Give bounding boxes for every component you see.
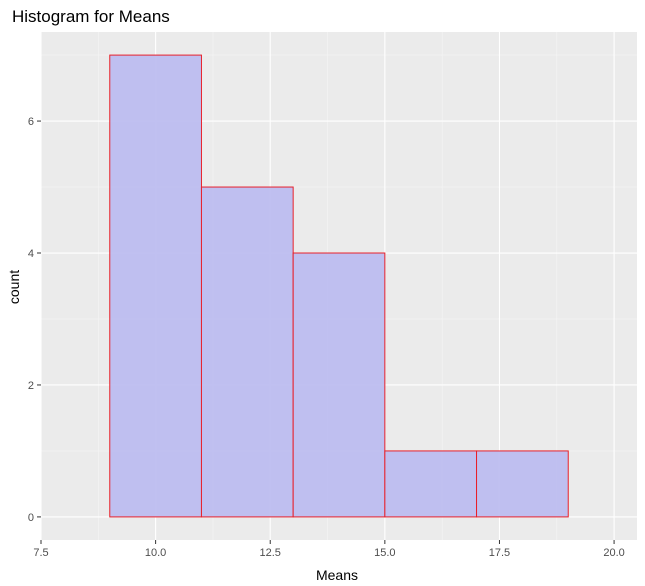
y-tick-label: 2: [28, 380, 34, 392]
x-tick-label: 17.5: [489, 547, 510, 559]
histogram-bar-5: [476, 450, 569, 518]
y-tick-label: 4: [28, 248, 34, 260]
x-tick-label: 15.0: [374, 547, 395, 559]
x-tick-label: 20.0: [603, 547, 624, 559]
histogram-bar-1: [109, 54, 202, 518]
histogram-bar-3: [292, 252, 386, 518]
y-axis: 0 2 4 6: [28, 116, 41, 524]
y-axis-title: count: [6, 270, 22, 304]
histogram-bars: [109, 54, 569, 518]
y-tick-label: 6: [28, 116, 34, 128]
x-axis: 7.5 10.0 12.5 15.0 17.5 20.0: [33, 540, 625, 559]
histogram-bar-2: [200, 186, 294, 518]
chart-title: Histogram for Means: [12, 7, 170, 26]
x-tick-label: 10.0: [145, 547, 166, 559]
histogram-bar-4: [384, 450, 478, 518]
x-tick-label: 7.5: [33, 547, 48, 559]
y-tick-label: 0: [28, 512, 34, 524]
x-axis-title: Means: [316, 567, 358, 583]
x-tick-label: 12.5: [260, 547, 281, 559]
